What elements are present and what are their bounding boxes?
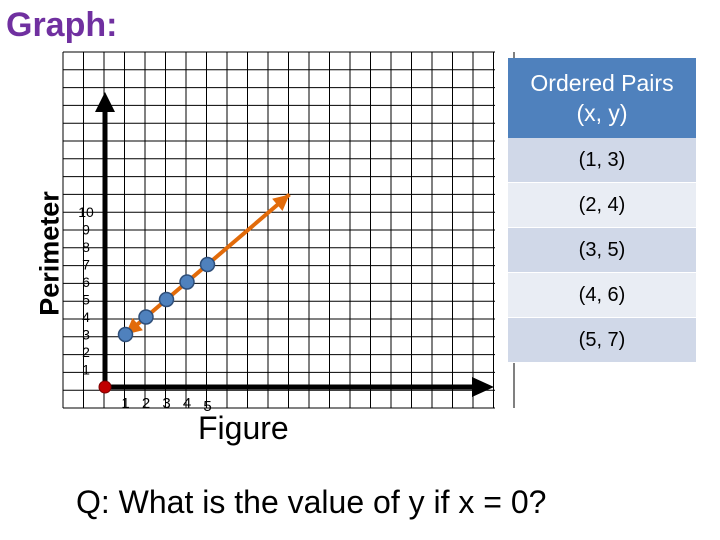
y-tick-label: 10 — [78, 204, 94, 220]
x-tick-label: 3 — [162, 395, 170, 412]
x-tick-label: 4 — [183, 395, 191, 412]
y-tick-label: 8 — [82, 239, 90, 255]
y-tick-label: 3 — [82, 327, 90, 343]
table-header-line2: (x, y) — [576, 100, 628, 126]
table-header-line1: Ordered Pairs — [530, 70, 674, 96]
question-text: Q: What is the value of y if x = 0? — [76, 484, 547, 520]
y-axis-arrow — [95, 92, 115, 112]
y-tick-label: 5 — [82, 292, 90, 308]
y-axis-label: Perimeter — [34, 191, 65, 316]
y-tick-label: 2 — [82, 344, 90, 360]
table-row: (1, 3) — [508, 138, 696, 183]
y-tick-label: 4 — [82, 309, 90, 325]
y-tick-label: 6 — [82, 274, 90, 290]
x-tick-label: 1 — [121, 395, 129, 412]
table-row: (5, 7) — [508, 318, 696, 363]
y-tick-label: 9 — [82, 222, 90, 238]
x-tick-label: 2 — [142, 395, 150, 412]
grid-lines — [62, 51, 515, 409]
x-tick-label: 5 — [203, 398, 211, 415]
axes — [95, 92, 494, 397]
data-point — [138, 309, 154, 325]
table-row: (4, 6) — [508, 273, 696, 318]
y-tick-label: 1 — [82, 362, 90, 378]
data-point — [158, 291, 175, 308]
data-point — [199, 256, 216, 273]
data-point — [117, 326, 134, 343]
x-axis-label: Figure — [198, 410, 289, 446]
ordered-pairs-table: Ordered Pairs (x, y) (1, 3) (2, 4) (3, 5… — [508, 58, 696, 363]
trend-line-arrow-end — [272, 194, 290, 211]
table-row: (3, 5) — [508, 228, 696, 273]
x-axis-arrow — [472, 377, 494, 397]
table-header: Ordered Pairs (x, y) — [508, 58, 696, 138]
table-row: (2, 4) — [508, 183, 696, 228]
data-marks — [98, 192, 291, 394]
origin-point — [98, 380, 112, 394]
y-tick-label: 7 — [82, 257, 90, 273]
data-point — [179, 274, 195, 290]
page-title: Graph: — [6, 6, 118, 44]
